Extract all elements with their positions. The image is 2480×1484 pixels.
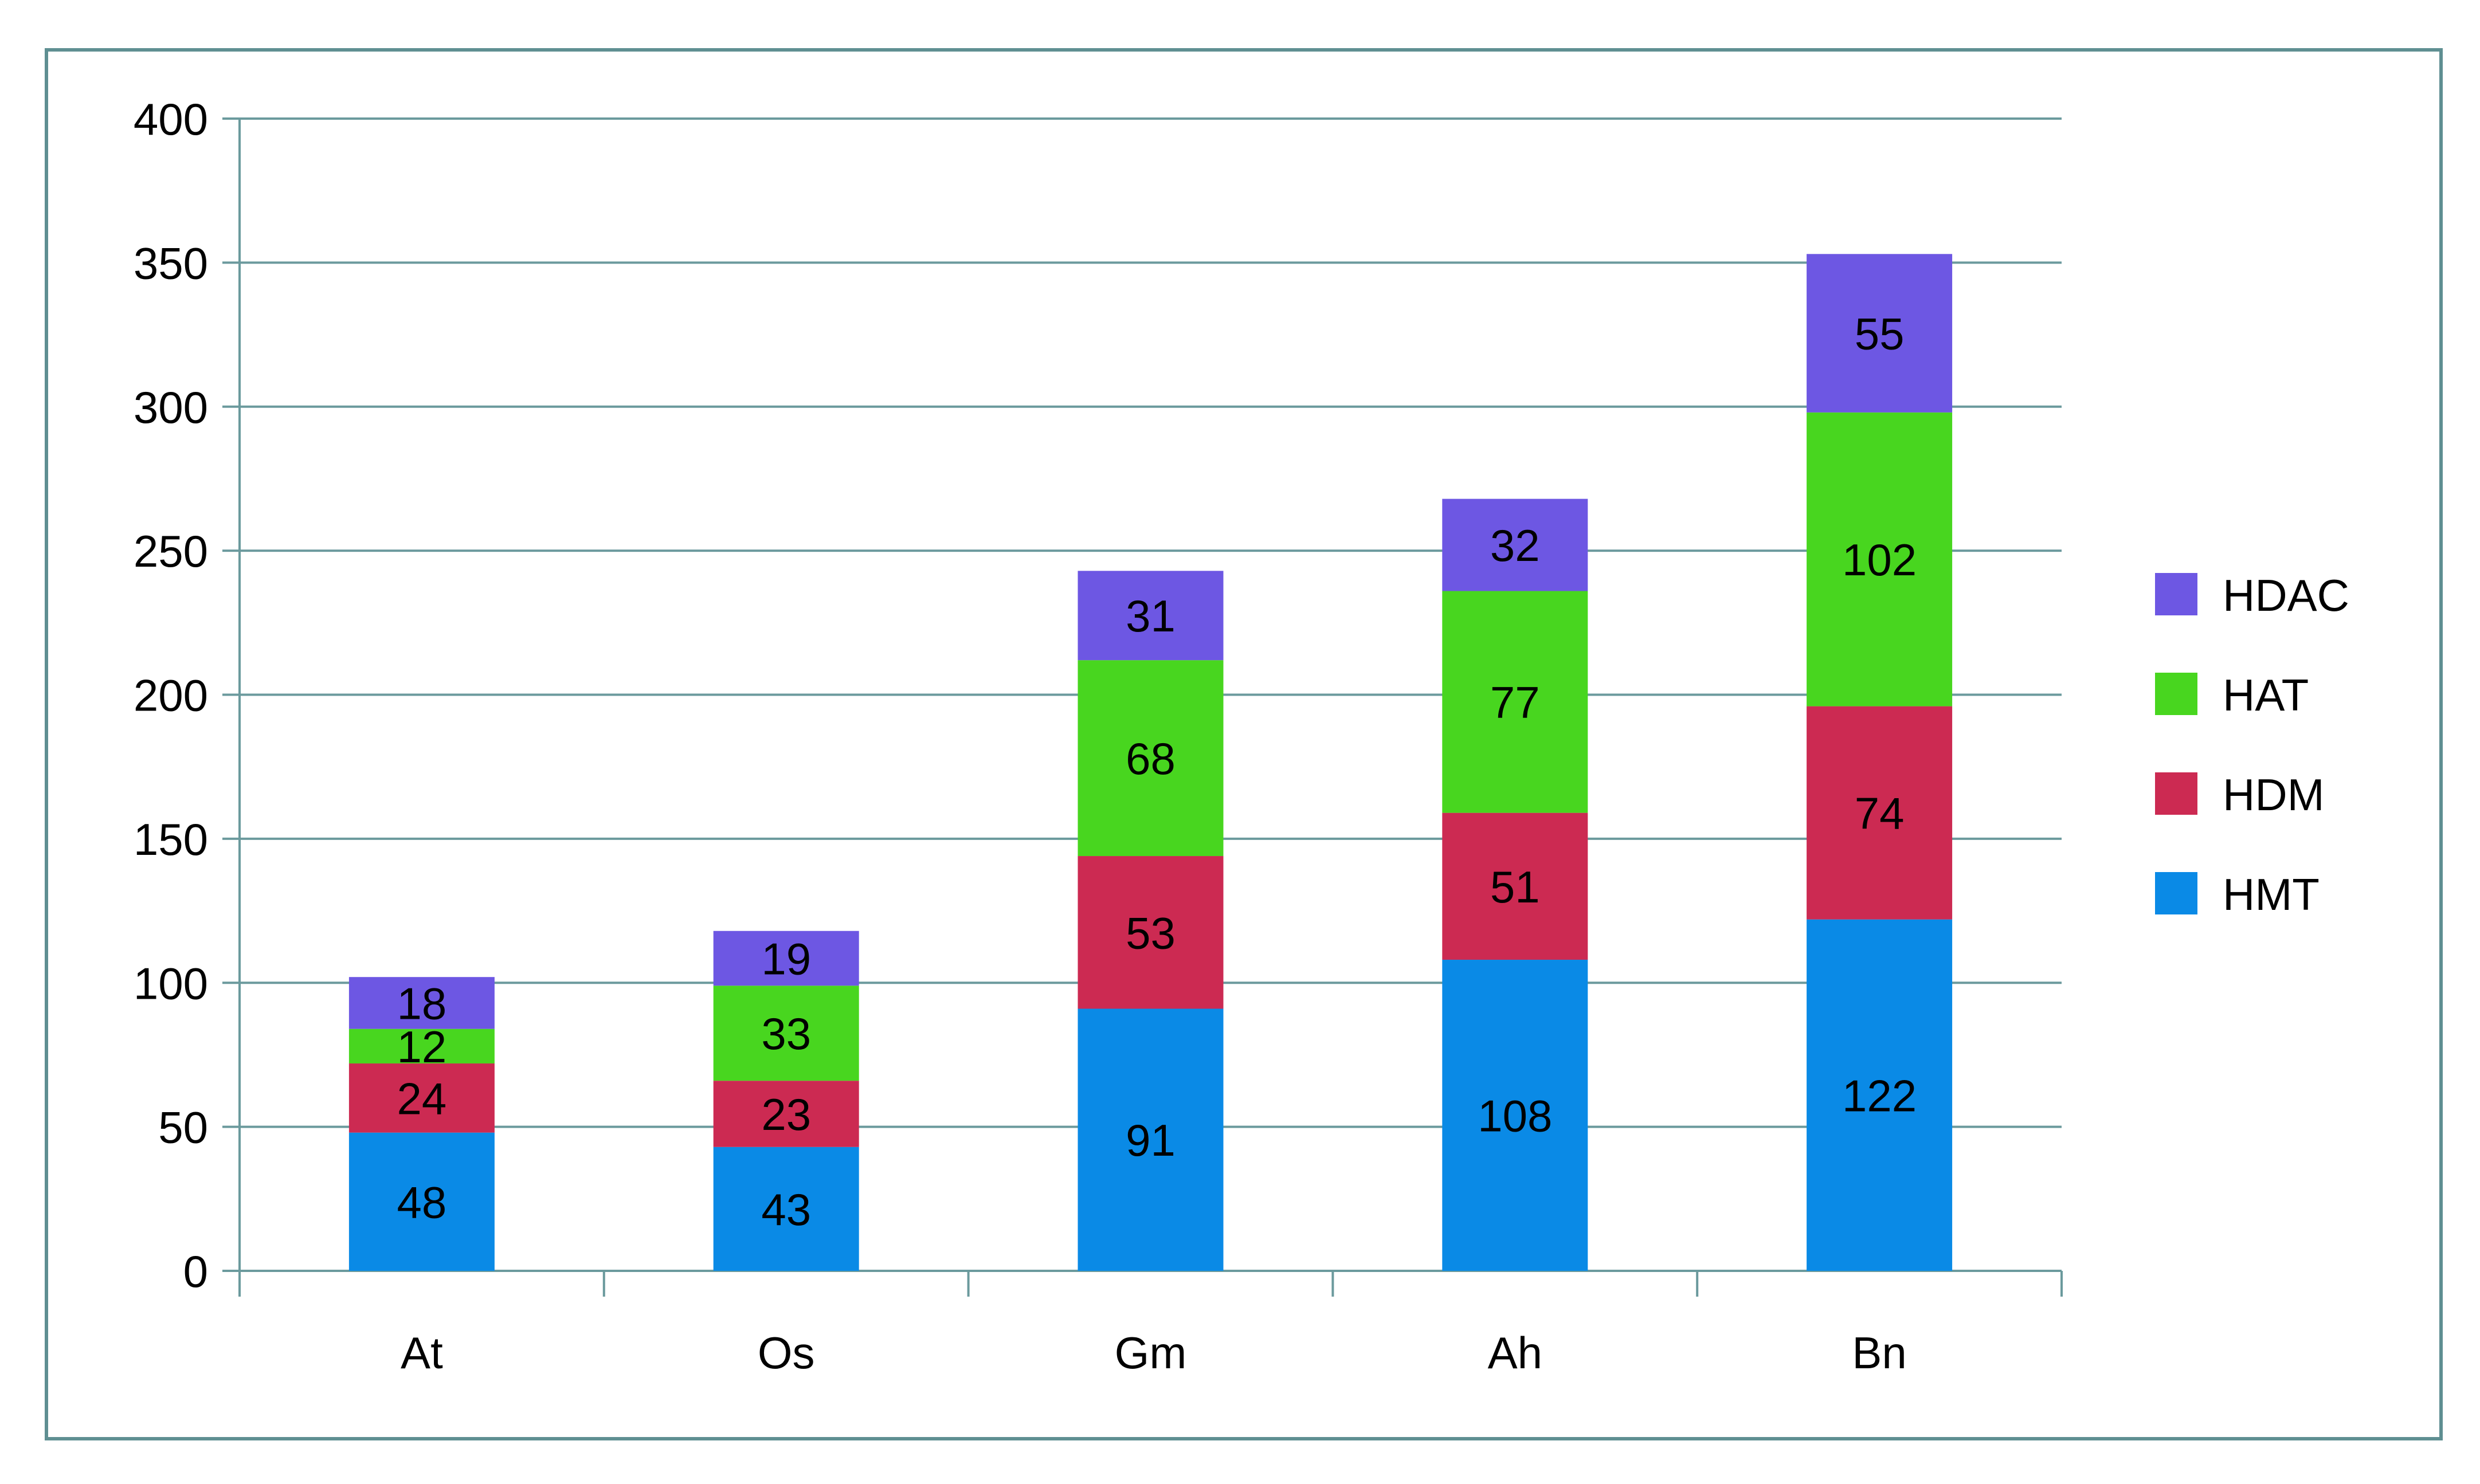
data-label: 91 (1126, 1115, 1176, 1165)
y-tick-label: 300 (134, 382, 208, 433)
data-label: 31 (1126, 591, 1176, 641)
legend-item-hat: HAT (2155, 670, 2309, 720)
bar-hat-gm (1078, 660, 1224, 857)
data-label: 18 (397, 978, 447, 1028)
data-label: 102 (1842, 535, 1917, 585)
y-tick-label: 0 (183, 1246, 208, 1297)
bar-hmt-bn (1807, 919, 1953, 1271)
x-tick-label: At (401, 1328, 443, 1378)
data-label: 43 (761, 1184, 811, 1235)
data-label: 19 (761, 934, 811, 984)
data-label: 77 (1490, 677, 1540, 728)
bar-hmt-gm (1078, 1008, 1224, 1271)
y-tick-label: 250 (134, 526, 208, 576)
bar-hdm-at (348, 1063, 495, 1133)
data-label: 68 (1126, 733, 1176, 784)
bar-hmt-at (348, 1132, 495, 1271)
data-label: 12 (397, 1022, 447, 1072)
legend-item-hmt: HMT (2155, 869, 2320, 920)
legend-item-hdm: HDM (2155, 770, 2325, 820)
bar-hdm-os (713, 1081, 859, 1147)
data-label: 33 (761, 1008, 811, 1059)
x-tick-label: Gm (1115, 1328, 1187, 1378)
data-label: 24 (397, 1073, 447, 1124)
data-label: 32 (1490, 520, 1540, 571)
legend-label: HDM (2223, 770, 2325, 820)
bar-hmt-os (713, 1147, 859, 1271)
data-label: 53 (1126, 908, 1176, 958)
bar-hat-os (713, 986, 859, 1081)
data-label: 74 (1855, 788, 1905, 839)
y-tick-label: 400 (134, 94, 208, 144)
y-tick-label: 200 (134, 670, 208, 721)
bar-hdm-bn (1807, 706, 1953, 920)
y-tick-label: 50 (158, 1102, 208, 1153)
legend-label: HDAC (2223, 570, 2349, 621)
bar-hmt-ah (1442, 960, 1588, 1271)
grid-lines (240, 117, 2062, 1128)
bar-hdac-ah (1442, 498, 1588, 591)
bars (348, 254, 1953, 1271)
x-tick-label: Bn (1852, 1328, 1906, 1378)
bar-hat-at (348, 1028, 495, 1064)
y-tick-label: 350 (134, 238, 208, 288)
y-tick-label: 100 (134, 958, 208, 1008)
legend-swatch (2155, 872, 2197, 914)
legend-swatch (2155, 573, 2197, 615)
bar-hdm-gm (1078, 856, 1224, 1009)
data-label: 51 (1490, 862, 1540, 912)
legend-label: HAT (2223, 670, 2309, 720)
data-label: 55 (1855, 309, 1905, 359)
bar-hdac-os (713, 931, 859, 986)
bar-hdac-at (348, 977, 495, 1029)
legend-swatch (2155, 772, 2197, 815)
y-tick-label: 150 (134, 814, 208, 865)
bar-hdac-bn (1807, 254, 1953, 413)
bar-hdac-gm (1078, 571, 1224, 661)
data-label: 108 (1478, 1091, 1552, 1141)
legend-label: HMT (2223, 869, 2320, 920)
legend: HDAC HAT HDM HMT (2155, 570, 2349, 920)
x-tick-label: Ah (1488, 1328, 1542, 1378)
bar-hat-bn (1807, 412, 1953, 706)
x-axis-tick-labels: At Os Gm Ah Bn (401, 1328, 1907, 1378)
y-axis-tick-labels: 0 50 100 150 200 250 300 350 400 (134, 94, 208, 1297)
data-label: 122 (1842, 1070, 1917, 1121)
bar-hdm-ah (1442, 812, 1588, 960)
x-tick-label: Os (758, 1328, 815, 1378)
data-label: 23 (761, 1089, 811, 1140)
legend-item-hdac: HDAC (2155, 570, 2349, 621)
bar-hat-ah (1442, 591, 1588, 813)
legend-swatch (2155, 673, 2197, 715)
data-label: 48 (397, 1177, 447, 1227)
